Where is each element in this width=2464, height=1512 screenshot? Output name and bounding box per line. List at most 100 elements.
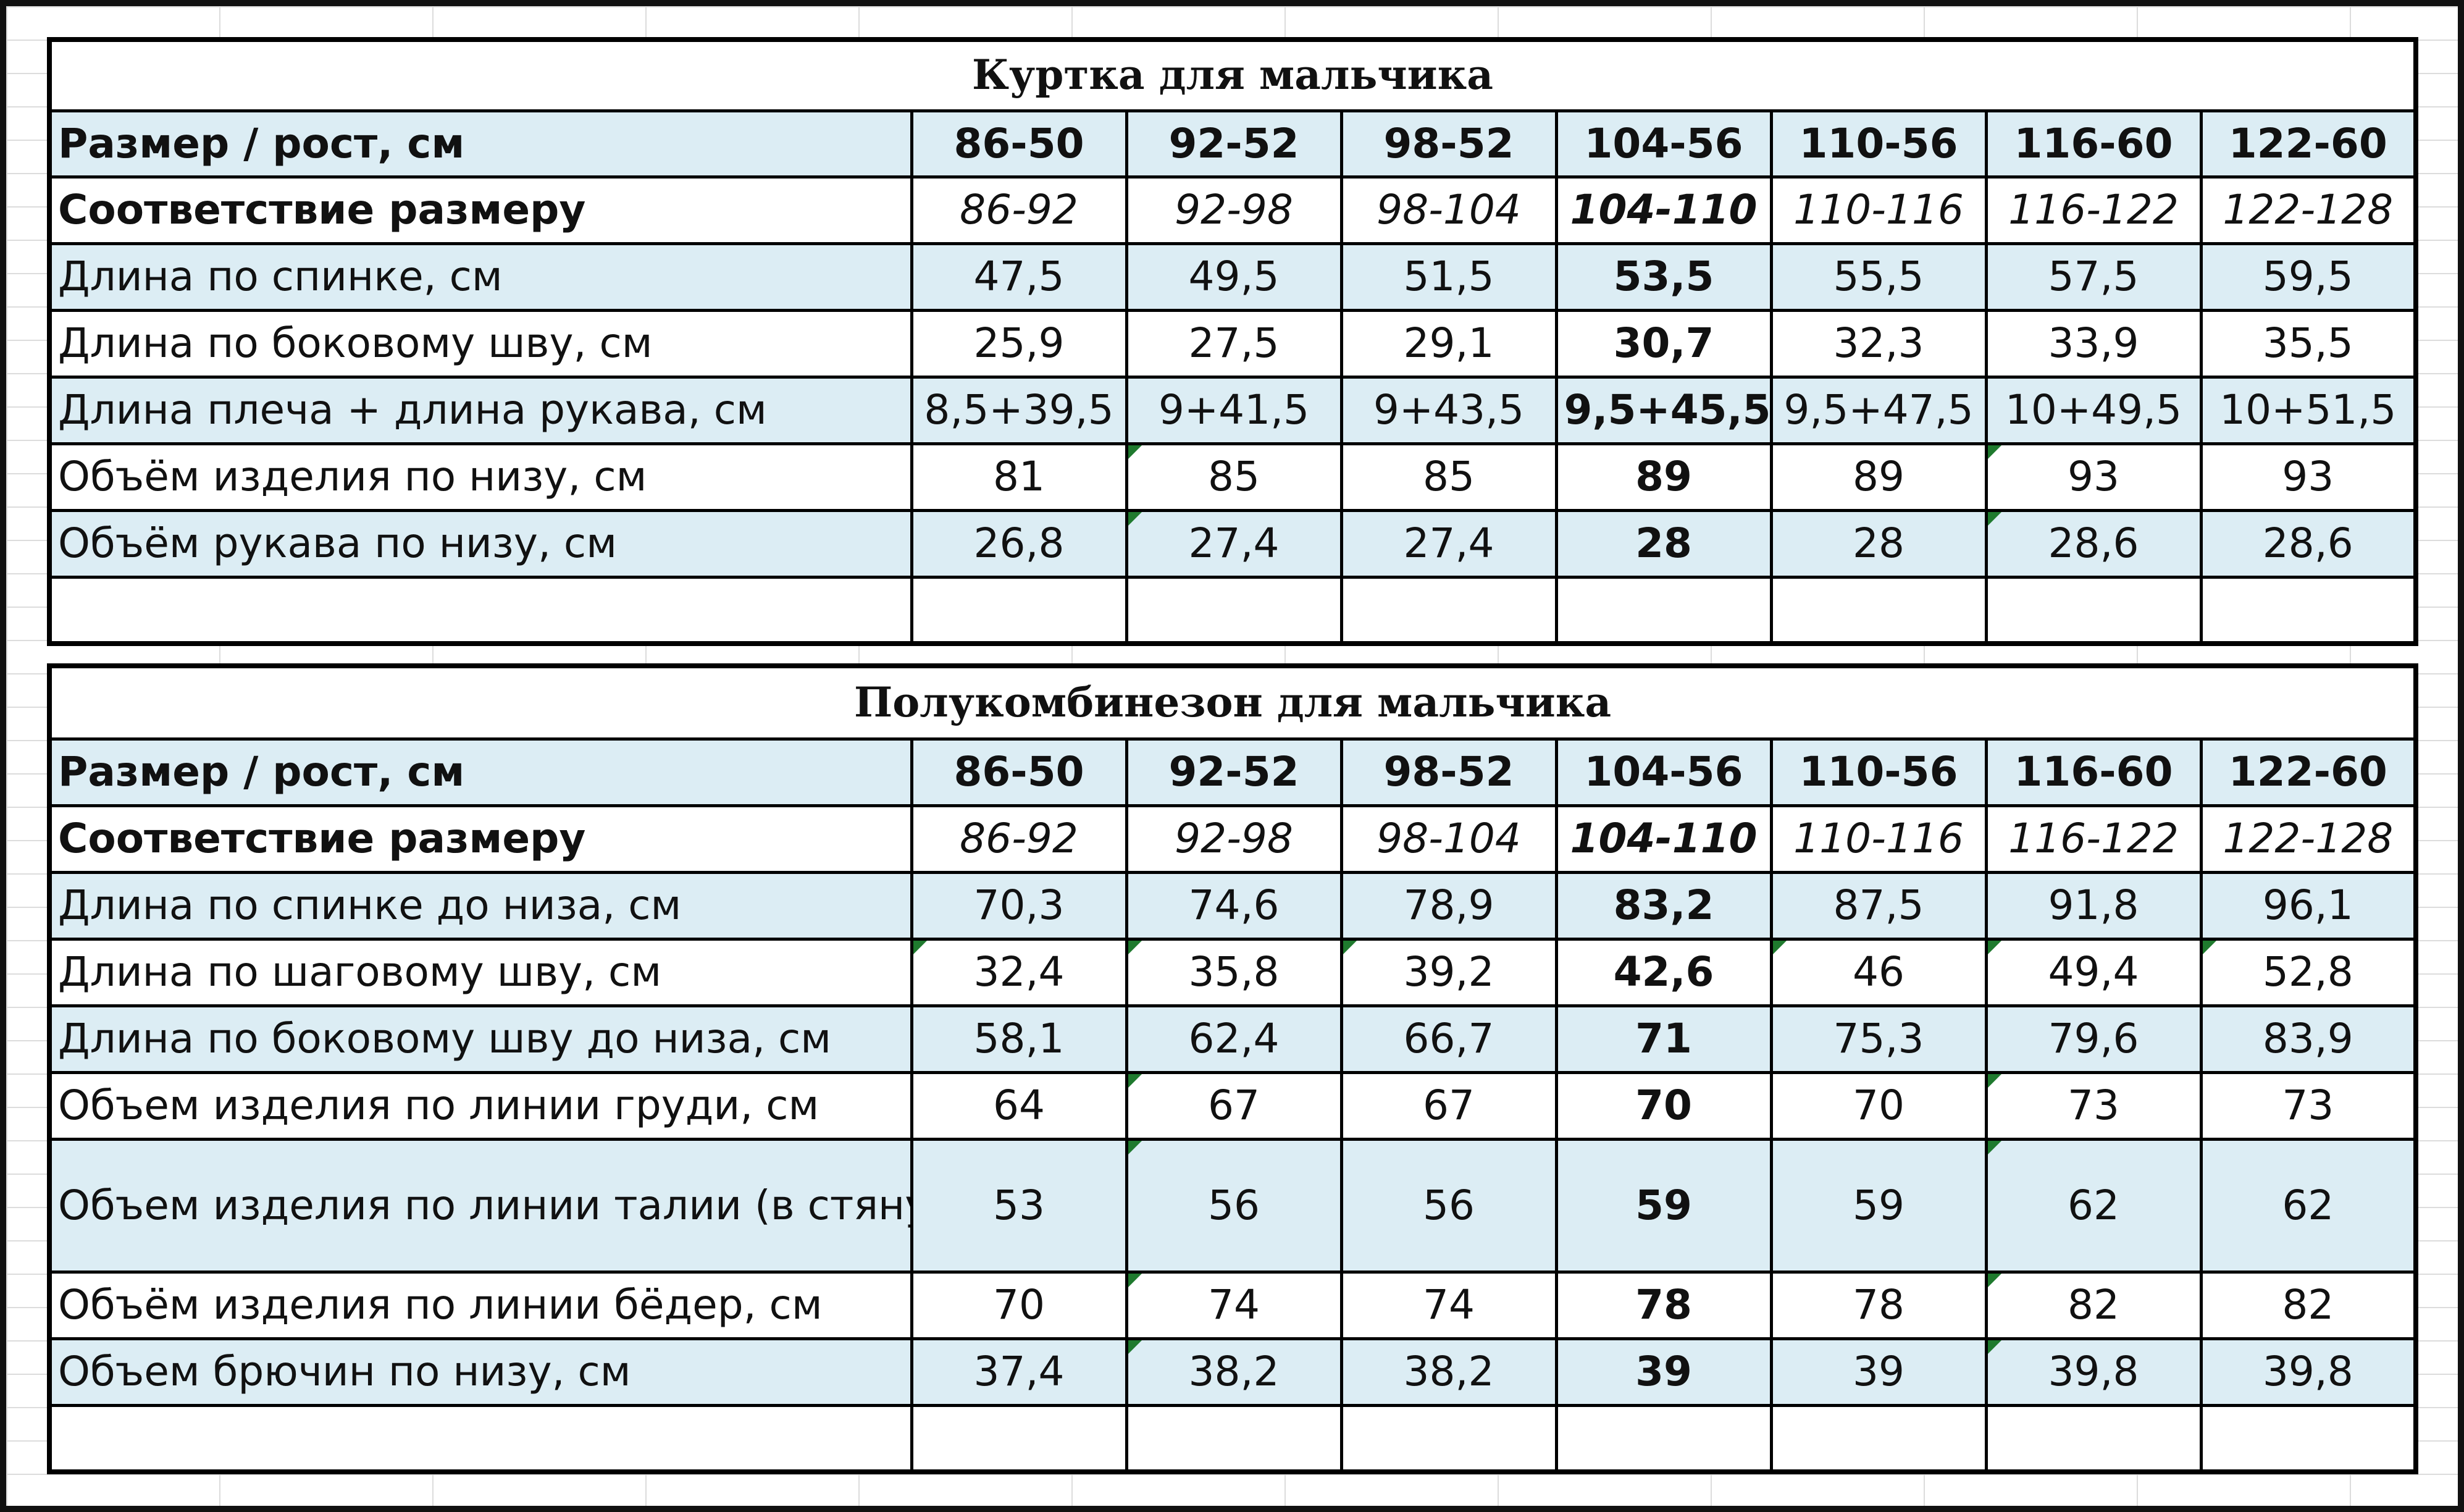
size-header-cell: 110-56 [1769,109,1988,178]
correspondence-cell: 98-104 [1339,804,1558,874]
empty-cell [1984,575,2203,645]
empty-cell [1769,1403,1988,1474]
correspondence-cell: 92-98 [1125,175,1343,245]
value-cell: 51,5 [1339,242,1558,312]
row-label: Объем изделия по линии груди, см [48,1070,913,1141]
value-cell: 52,8 [2199,937,2418,1007]
empty-cell [48,1403,913,1474]
empty-cell [1339,1403,1558,1474]
value-cell: 10+49,5 [1984,375,2203,445]
empty-cell [1554,575,1773,645]
value-cell: 55,5 [1769,242,1988,312]
empty-cell [1339,575,1558,645]
empty-cell [1984,1403,2203,1474]
value-cell: 59 [1554,1137,1773,1274]
empty-cell [1554,1403,1773,1474]
value-cell: 29,1 [1339,308,1558,379]
value-cell: 78,9 [1339,870,1558,941]
value-cell: 78 [1769,1270,1988,1340]
value-cell: 87,5 [1769,870,1988,941]
value-cell: 74,6 [1125,870,1343,941]
empty-cell [1125,1403,1343,1474]
size-header-cell: 116-60 [1984,737,2203,807]
correspondence-cell: 116-122 [1984,804,2203,874]
empty-row [48,575,2418,645]
size-header-cell: 86-50 [910,737,1128,807]
size-header-label: Размер / рост, см [48,737,913,807]
value-cell: 89 [1769,442,1988,512]
value-cell: 91,8 [1984,870,2203,941]
value-cell: 70 [910,1270,1128,1340]
correspondence-cell: 98-104 [1339,175,1558,245]
value-cell: 35,8 [1125,937,1343,1007]
correspondence-cell: 92-98 [1125,804,1343,874]
table-row: Длина по шаговому шву, см 32,4 35,8 39,2… [48,937,2418,1007]
value-cell: 28,6 [1984,508,2203,579]
value-cell: 39,2 [1339,937,1558,1007]
value-cell: 28 [1554,508,1773,579]
value-cell: 59 [1769,1137,1988,1274]
empty-row [48,1403,2418,1474]
size-header-row: Размер / рост, см 86-50 92-52 98-52 104-… [48,109,2418,178]
row-label: Объём рукава по низу, см [48,508,913,579]
correspondence-label: Соответствие размеру [48,175,913,245]
table-row: Объем брючин по низу, см 37,4 38,2 38,2 … [48,1337,2418,1407]
value-cell: 38,2 [1125,1337,1343,1407]
empty-cell [2199,575,2418,645]
correspondence-cell: 122-128 [2199,804,2418,874]
value-cell: 39,8 [1984,1337,2203,1407]
table-row: Объём изделия по низу, см 81 85 85 89 89… [48,442,2418,512]
correspondence-cell: 110-116 [1769,804,1988,874]
value-cell: 32,4 [910,937,1128,1007]
empty-cell [2199,1403,2418,1474]
size-header-cell: 92-52 [1125,109,1343,178]
value-cell: 70 [1769,1070,1988,1141]
value-cell: 39,8 [2199,1337,2418,1407]
value-cell: 70,3 [910,870,1128,941]
value-cell: 73 [2199,1070,2418,1141]
value-cell: 74 [1339,1270,1558,1340]
value-cell: 81 [910,442,1128,512]
value-cell: 46 [1769,937,1988,1007]
value-cell: 9,5+45,5 [1554,375,1773,445]
value-cell: 8,5+39,5 [910,375,1128,445]
table-row: Длина по спинке, см 47,5 49,5 51,5 53,5 … [48,242,2418,312]
value-cell: 26,8 [910,508,1128,579]
value-cell: 78 [1554,1270,1773,1340]
value-cell: 75,3 [1769,1004,1988,1074]
value-cell: 73 [1984,1070,2203,1141]
size-correspondence-row: Соответствие размеру 86-92 92-98 98-104 … [48,804,2418,874]
value-cell: 85 [1339,442,1558,512]
value-cell: 89 [1554,442,1773,512]
correspondence-cell: 104-110 [1554,804,1773,874]
row-label: Длина по спинке, см [48,242,913,312]
size-correspondence-row: Соответствие размеру 86-92 92-98 98-104 … [48,175,2418,245]
value-cell: 71 [1554,1004,1773,1074]
size-header-cell: 122-60 [2199,737,2418,807]
table-row: Объем изделия по линии талии (в стянутом… [48,1137,2418,1274]
size-header-cell: 98-52 [1339,109,1558,178]
value-cell: 37,4 [910,1337,1128,1407]
value-cell: 25,9 [910,308,1128,379]
correspondence-cell: 86-92 [910,175,1128,245]
correspondence-label: Соответствие размеру [48,804,913,874]
correspondence-cell: 110-116 [1769,175,1988,245]
value-cell: 62 [2199,1137,2418,1274]
value-cell: 93 [2199,442,2418,512]
size-header-cell: 122-60 [2199,109,2418,178]
table-row: Длина по боковому шву, см 25,9 27,5 29,1… [48,308,2418,379]
value-cell: 85 [1125,442,1343,512]
value-cell: 27,4 [1125,508,1343,579]
value-cell: 64 [910,1070,1128,1141]
size-header-cell: 104-56 [1554,109,1773,178]
overalls-size-table: Полукомбинезон для мальчика Размер / рос… [47,663,2419,1474]
row-label: Длина по спинке до низа, см [48,870,913,941]
value-cell: 28 [1769,508,1988,579]
table-row: Объём рукава по низу, см 26,8 27,4 27,4 … [48,508,2418,579]
size-header-cell: 86-50 [910,109,1128,178]
value-cell: 82 [1984,1270,2203,1340]
empty-cell [48,575,913,645]
value-cell: 62 [1984,1137,2203,1274]
value-cell: 9,5+47,5 [1769,375,1988,445]
value-cell: 39 [1769,1337,1988,1407]
